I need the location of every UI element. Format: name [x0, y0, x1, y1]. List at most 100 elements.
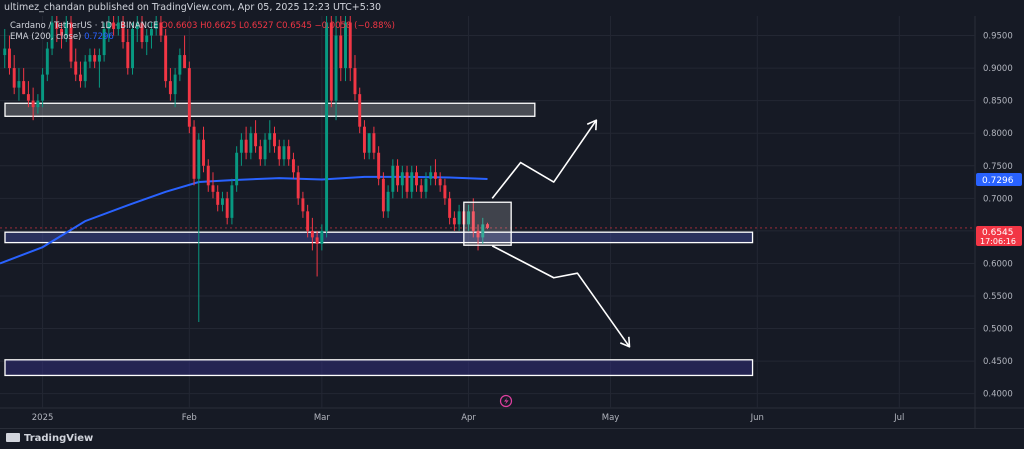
candle-body — [325, 22, 329, 231]
ema-title[interactable]: EMA (200, close) — [10, 32, 82, 42]
y-tick-label: 0.7000 — [983, 194, 1013, 204]
candle — [36, 94, 40, 114]
candle-body — [230, 185, 234, 218]
candle — [126, 29, 130, 75]
ema-legend[interactable]: EMA (200, close) 0.7296 — [10, 32, 114, 42]
x-tick-label: May — [602, 413, 620, 423]
candle — [325, 16, 329, 238]
candle-body — [334, 35, 338, 101]
candle-body — [192, 126, 196, 179]
candle — [230, 178, 234, 225]
candle-body — [78, 74, 82, 82]
candle-body — [344, 22, 347, 69]
candle-body — [145, 35, 149, 43]
x-tick-label: Jul — [893, 413, 904, 423]
y-tick-label: 0.6000 — [983, 259, 1013, 269]
consolidation-box — [463, 201, 512, 246]
candle — [320, 224, 324, 251]
candle — [400, 165, 404, 199]
bullish-arrow — [491, 119, 598, 199]
time-axis[interactable]: 2025 Feb Mar Apr May Jun Jul — [32, 413, 905, 423]
candle — [457, 204, 461, 231]
flash-icon[interactable] — [499, 394, 513, 408]
candle-body — [173, 74, 177, 95]
y-tick-label: 0.9000 — [983, 64, 1013, 74]
candle — [140, 16, 144, 49]
candle — [424, 172, 428, 199]
candle-body — [457, 211, 461, 225]
ema-layer — [0, 175, 488, 265]
candle — [287, 139, 291, 166]
candle-body — [410, 172, 414, 192]
candle — [296, 165, 300, 205]
candle — [64, 16, 68, 43]
candle-body — [45, 48, 49, 75]
candle-body — [140, 22, 144, 43]
candle-body — [320, 230, 324, 244]
ema-line — [0, 175, 488, 265]
candle — [31, 87, 35, 121]
candle-body — [254, 133, 258, 147]
candle-body — [17, 81, 21, 88]
candle-body — [7, 48, 11, 69]
candle — [3, 29, 7, 69]
candle-body — [263, 139, 267, 160]
footer-bar: TradingView — [0, 428, 1024, 449]
candle — [145, 29, 149, 56]
candle — [50, 16, 54, 56]
candle-body — [168, 81, 172, 95]
symbol-legend[interactable]: Cardano / TetherUS · 1D · BINANCE O0.660… — [10, 21, 395, 31]
bearish-arrow — [491, 245, 631, 348]
candle-body — [306, 211, 310, 231]
candle — [149, 22, 153, 49]
candle — [173, 68, 177, 108]
candle-body — [443, 185, 447, 199]
candle — [419, 178, 423, 199]
candle-body — [202, 139, 205, 166]
candle — [291, 152, 295, 179]
candle-body — [396, 165, 400, 186]
candle — [235, 146, 239, 192]
candle-body — [116, 22, 120, 30]
candle — [415, 165, 418, 192]
candle — [83, 55, 87, 88]
candle-body — [135, 22, 139, 30]
candle — [116, 16, 120, 36]
candle-body — [55, 22, 59, 30]
resistance-zone — [4, 102, 536, 117]
candle-body — [41, 74, 45, 101]
target-zone — [4, 359, 754, 377]
candle — [467, 204, 471, 231]
candle — [258, 139, 262, 166]
candle — [168, 68, 172, 101]
candle-body — [273, 133, 276, 147]
candle — [131, 22, 134, 75]
candle-body — [164, 35, 168, 82]
candle — [154, 16, 158, 36]
candle — [164, 29, 168, 88]
symbol-title[interactable]: Cardano / TetherUS · 1D · BINANCE — [10, 21, 159, 31]
candle — [334, 16, 338, 121]
candle-body — [69, 22, 73, 62]
candle — [263, 133, 267, 166]
candle-body — [64, 22, 68, 36]
candle — [225, 191, 229, 225]
price-axis[interactable]: 0.9500 0.9000 0.8500 0.8000 0.7500 0.7000 0.65… — [983, 32, 1013, 400]
candle — [216, 185, 220, 212]
candle-body — [438, 178, 442, 186]
candle-body — [220, 198, 224, 205]
candle — [69, 16, 73, 69]
candle-body — [358, 94, 362, 127]
candle — [268, 120, 272, 153]
candle-body — [239, 139, 243, 153]
candle-body — [467, 211, 471, 225]
candle-body — [102, 29, 106, 56]
candle-body — [310, 230, 314, 238]
candle-body — [249, 133, 253, 153]
candle — [405, 165, 409, 199]
candle — [486, 222, 489, 230]
candle — [112, 16, 116, 36]
candle-body — [476, 230, 480, 238]
tradingview-brand[interactable]: TradingView — [6, 433, 93, 444]
